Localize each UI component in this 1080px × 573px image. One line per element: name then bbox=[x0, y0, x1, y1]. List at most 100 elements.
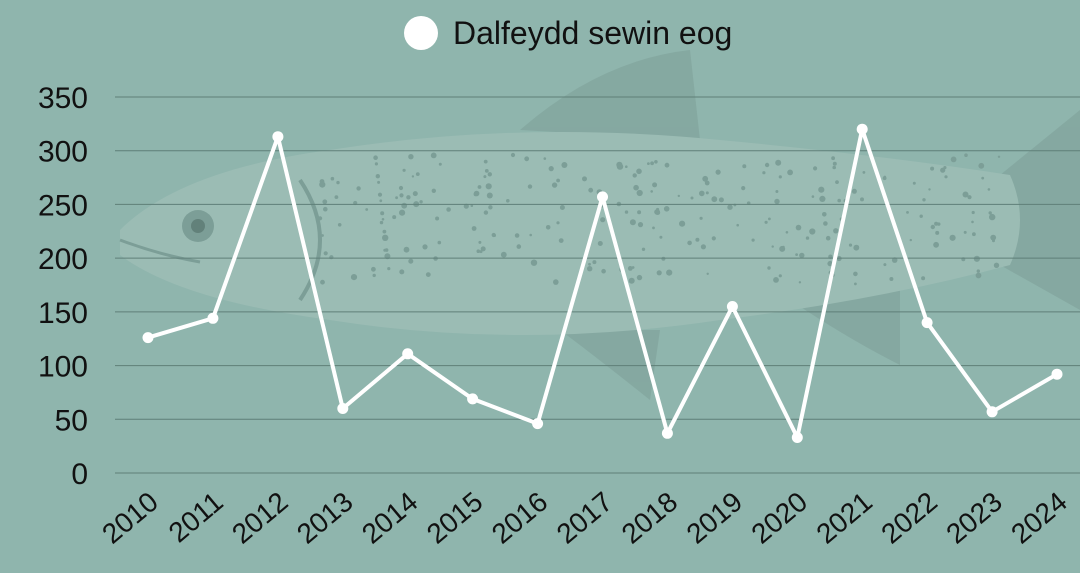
fish-spot bbox=[371, 266, 376, 272]
fish-spot bbox=[527, 184, 533, 189]
fish-spot bbox=[809, 228, 816, 235]
fish-spot bbox=[480, 246, 486, 252]
fish-spot bbox=[706, 272, 709, 275]
y-axis-ticks: 0 50 100 150 200 250 300 350 bbox=[38, 82, 88, 491]
fish-spot bbox=[862, 171, 866, 174]
fish-spot bbox=[963, 230, 967, 234]
data-point bbox=[726, 301, 738, 312]
fish-spot bbox=[319, 181, 326, 188]
fish-spot bbox=[742, 164, 747, 169]
data-point bbox=[856, 123, 868, 135]
y-tick-label: 0 bbox=[71, 458, 88, 491]
series-group bbox=[142, 123, 1063, 443]
fish-spot bbox=[992, 239, 995, 243]
fish-spot bbox=[372, 273, 376, 278]
fish-spot bbox=[382, 229, 387, 234]
fish-spot bbox=[652, 182, 658, 188]
fish-spot bbox=[795, 253, 798, 256]
fish-spot bbox=[727, 204, 733, 210]
data-point bbox=[921, 317, 933, 329]
fish-spot bbox=[775, 190, 779, 193]
fish-spot bbox=[597, 241, 603, 246]
fish-spot bbox=[930, 166, 935, 171]
fish-pelvic-fin bbox=[560, 330, 660, 400]
fish-tail bbox=[1000, 110, 1080, 310]
fish-spot bbox=[632, 173, 637, 178]
fish-spot bbox=[860, 197, 864, 202]
fish-spot bbox=[775, 159, 782, 166]
fish-spot bbox=[700, 244, 707, 250]
fish-gill bbox=[298, 178, 322, 302]
fish-spot bbox=[556, 178, 560, 183]
fish-spot bbox=[379, 220, 384, 225]
fish-spot bbox=[336, 180, 340, 185]
fish-spot bbox=[823, 221, 828, 226]
trout-illustration bbox=[119, 50, 1080, 400]
fish-spot bbox=[637, 222, 644, 228]
fish-spot bbox=[933, 241, 939, 248]
fish-spot bbox=[655, 210, 661, 215]
fish-spot bbox=[524, 156, 530, 162]
fish-spot bbox=[636, 274, 643, 281]
data-point bbox=[467, 393, 479, 405]
y-tick-label: 100 bbox=[38, 351, 88, 384]
fish-spot bbox=[687, 240, 692, 246]
fish-spot bbox=[711, 236, 716, 241]
fish-spot bbox=[813, 166, 818, 171]
fish-spot bbox=[656, 270, 662, 276]
fish-spot bbox=[909, 238, 912, 242]
fish-spot bbox=[484, 169, 489, 173]
fish-spot bbox=[978, 162, 985, 169]
fish-spot bbox=[399, 193, 404, 198]
fish-spot bbox=[993, 262, 1000, 268]
fish-spot bbox=[774, 198, 780, 205]
fish-spot bbox=[470, 204, 474, 207]
y-tick-label: 150 bbox=[38, 297, 88, 330]
fish-spot bbox=[587, 266, 593, 272]
fish-body bbox=[120, 132, 1020, 335]
fish-spot bbox=[430, 152, 437, 159]
fish-spot bbox=[633, 184, 639, 191]
fish-spot bbox=[382, 234, 389, 241]
legend-label: Dalfeydd sewin eog bbox=[453, 15, 732, 51]
fish-spot bbox=[883, 263, 887, 267]
fish-spot bbox=[425, 272, 431, 277]
fish-spot bbox=[323, 251, 328, 256]
fish-spot bbox=[365, 208, 369, 211]
fish-spot bbox=[972, 232, 976, 237]
fish-spot bbox=[690, 196, 694, 200]
fish-spot bbox=[971, 210, 975, 215]
fish-spot bbox=[529, 233, 532, 237]
data-point bbox=[337, 403, 349, 414]
fish-spot bbox=[975, 272, 982, 279]
fish-spot bbox=[650, 161, 654, 166]
fish-spot bbox=[778, 175, 782, 179]
fish-spot bbox=[989, 213, 996, 221]
y-tick-label: 250 bbox=[38, 189, 88, 222]
fish-spot bbox=[334, 195, 339, 200]
fish-spot bbox=[398, 185, 404, 191]
fish-spot bbox=[516, 244, 522, 249]
fish-spot bbox=[485, 183, 492, 190]
fish-spot bbox=[374, 162, 378, 166]
fish-spot bbox=[818, 186, 825, 193]
data-point bbox=[791, 432, 803, 443]
fish-spot bbox=[889, 277, 894, 281]
fish-spot bbox=[373, 155, 378, 160]
fish-spot bbox=[711, 196, 718, 203]
fish-spot bbox=[990, 234, 997, 241]
fish-spot bbox=[921, 276, 926, 281]
fish-spot bbox=[751, 238, 755, 242]
fish-spot bbox=[412, 191, 418, 197]
fish-spot bbox=[647, 162, 650, 166]
fish-spot bbox=[377, 192, 383, 197]
fish-spot bbox=[937, 222, 941, 226]
fish-spot bbox=[664, 162, 670, 168]
y-tick-label: 50 bbox=[55, 404, 88, 437]
fish-spot bbox=[741, 186, 746, 191]
fish-spot bbox=[381, 218, 385, 221]
fish-spot bbox=[406, 195, 411, 200]
fish-spot bbox=[785, 231, 789, 234]
fish-spot bbox=[543, 157, 547, 160]
fish-spot bbox=[431, 188, 436, 193]
